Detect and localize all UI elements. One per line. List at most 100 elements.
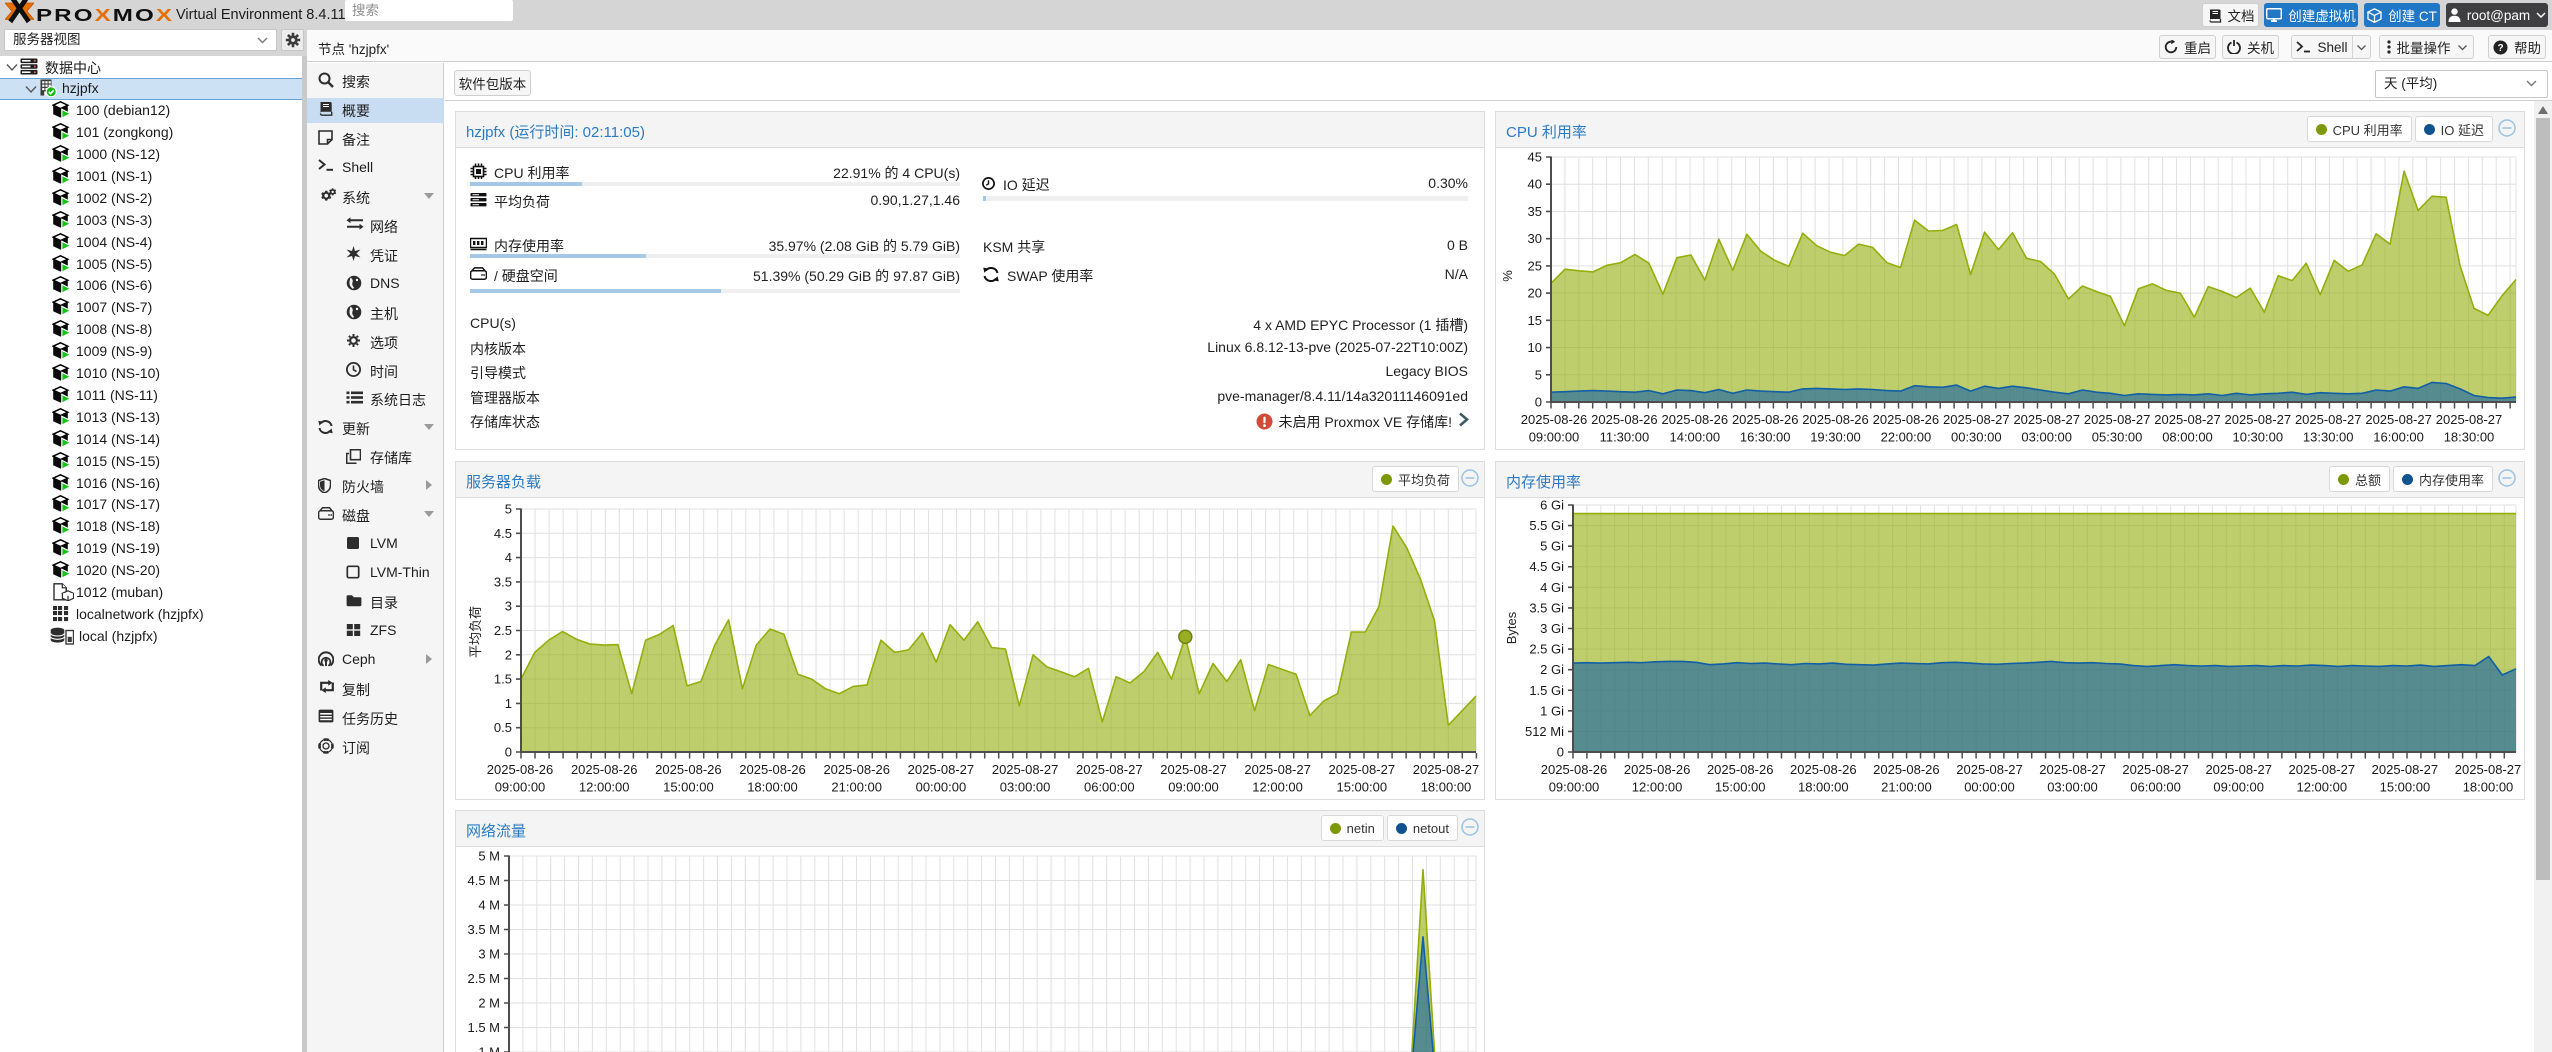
svg-text:3: 3: [505, 599, 512, 614]
svg-text:15:00:00: 15:00:00: [663, 780, 714, 795]
svg-text:09:00:00: 09:00:00: [1529, 430, 1580, 445]
svg-text:3.5 M: 3.5 M: [467, 922, 500, 937]
svg-text:2025-08-26: 2025-08-26: [1732, 412, 1799, 427]
svg-text:5 Gi: 5 Gi: [1540, 539, 1564, 554]
svg-text:15:00:00: 15:00:00: [1715, 780, 1766, 795]
svg-text:03:00:00: 03:00:00: [2047, 780, 2098, 795]
svg-text:2025-08-26: 2025-08-26: [1790, 762, 1857, 777]
svg-text:2025-08-27: 2025-08-27: [1244, 762, 1311, 777]
svg-text:12:00:00: 12:00:00: [1632, 780, 1683, 795]
svg-text:4 Gi: 4 Gi: [1540, 580, 1564, 595]
svg-text:2025-08-26: 2025-08-26: [1541, 762, 1608, 777]
svg-text:2025-08-27: 2025-08-27: [992, 762, 1059, 777]
svg-text:00:00:00: 00:00:00: [916, 780, 967, 795]
svg-text:15: 15: [1528, 313, 1542, 328]
svg-text:2025-08-26: 2025-08-26: [655, 762, 722, 777]
svg-text:2025-08-26: 2025-08-26: [571, 762, 638, 777]
svg-text:20: 20: [1528, 286, 1542, 301]
svg-text:06:00:00: 06:00:00: [2130, 780, 2181, 795]
svg-text:15:00:00: 15:00:00: [2380, 780, 2431, 795]
svg-text:08:00:00: 08:00:00: [2162, 430, 2213, 445]
svg-text:40: 40: [1528, 177, 1542, 192]
svg-text:2025-08-27: 2025-08-27: [2289, 762, 2356, 777]
svg-text:14:00:00: 14:00:00: [1669, 430, 1720, 445]
svg-text:2025-08-27: 2025-08-27: [2039, 762, 2106, 777]
svg-text:10:30:00: 10:30:00: [2232, 430, 2283, 445]
svg-text:00:30:00: 00:30:00: [1951, 430, 2002, 445]
svg-text:2025-08-26: 2025-08-26: [1591, 412, 1658, 427]
svg-text:15:00:00: 15:00:00: [1336, 780, 1387, 795]
svg-text:2025-08-27: 2025-08-27: [2295, 412, 2362, 427]
svg-text:03:00:00: 03:00:00: [2021, 430, 2072, 445]
svg-text:2025-08-27: 2025-08-27: [1413, 762, 1480, 777]
svg-text:2025-08-27: 2025-08-27: [2365, 412, 2432, 427]
svg-text:09:00:00: 09:00:00: [495, 780, 546, 795]
svg-text:1 M: 1 M: [478, 1045, 500, 1052]
svg-text:2025-08-27: 2025-08-27: [2455, 762, 2522, 777]
svg-text:2025-08-27: 2025-08-27: [1160, 762, 1227, 777]
svg-text:%: %: [1500, 270, 1515, 282]
svg-text:05:30:00: 05:30:00: [2092, 430, 2143, 445]
svg-text:18:00:00: 18:00:00: [1798, 780, 1849, 795]
svg-text:?: ?: [2497, 43, 2503, 54]
svg-text:2025-08-27: 2025-08-27: [2154, 412, 2221, 427]
svg-text:4: 4: [505, 550, 512, 565]
svg-text:21:00:00: 21:00:00: [831, 780, 882, 795]
svg-text:12:00:00: 12:00:00: [579, 780, 630, 795]
svg-text:12:00:00: 12:00:00: [2296, 780, 2347, 795]
svg-text:18:00:00: 18:00:00: [2463, 780, 2514, 795]
svg-text:2025-08-27: 2025-08-27: [2122, 762, 2189, 777]
svg-text:45: 45: [1528, 150, 1542, 165]
svg-text:1.5 M: 1.5 M: [467, 1020, 500, 1035]
svg-text:2025-08-26: 2025-08-26: [823, 762, 890, 777]
svg-text:09:00:00: 09:00:00: [2213, 780, 2264, 795]
svg-text:18:00:00: 18:00:00: [1421, 780, 1472, 795]
svg-text:35: 35: [1528, 204, 1542, 219]
svg-text:5.5 Gi: 5.5 Gi: [1529, 518, 1564, 533]
svg-text:0: 0: [1557, 745, 1564, 760]
svg-text:2025-08-26: 2025-08-26: [1873, 762, 1940, 777]
svg-text:11:30:00: 11:30:00: [1600, 430, 1650, 445]
svg-text:00:00:00: 00:00:00: [1964, 780, 2015, 795]
svg-text:09:00:00: 09:00:00: [1549, 780, 1600, 795]
svg-text:2025-08-27: 2025-08-27: [2372, 762, 2439, 777]
svg-text:1.5 Gi: 1.5 Gi: [1529, 683, 1564, 698]
svg-text:2025-08-27: 2025-08-27: [908, 762, 975, 777]
svg-text:0.5: 0.5: [494, 720, 512, 735]
svg-text:18:30:00: 18:30:00: [2444, 430, 2495, 445]
svg-text:4.5 M: 4.5 M: [467, 873, 500, 888]
svg-text:平均负荷: 平均负荷: [468, 606, 483, 658]
svg-text:1 Gi: 1 Gi: [1540, 703, 1564, 718]
svg-text:3.5 Gi: 3.5 Gi: [1529, 600, 1564, 615]
svg-text:25: 25: [1528, 258, 1542, 273]
svg-text:2025-08-27: 2025-08-27: [2084, 412, 2151, 427]
svg-text:2.5: 2.5: [494, 623, 512, 638]
svg-text:09:00:00: 09:00:00: [1168, 780, 1219, 795]
svg-text:30: 30: [1528, 231, 1542, 246]
svg-text:2025-08-27: 2025-08-27: [1956, 762, 2023, 777]
svg-text:3.5: 3.5: [494, 574, 512, 589]
svg-text:2025-08-27: 2025-08-27: [1943, 412, 2010, 427]
svg-text:10: 10: [1528, 340, 1542, 355]
svg-text:0: 0: [505, 745, 512, 760]
svg-text:2.5 M: 2.5 M: [467, 971, 500, 986]
svg-text:2025-08-26: 2025-08-26: [487, 762, 554, 777]
svg-text:13:30:00: 13:30:00: [2303, 430, 2354, 445]
svg-text:2025-08-27: 2025-08-27: [2013, 412, 2080, 427]
svg-text:Bytes: Bytes: [1504, 611, 1519, 644]
svg-text:2: 2: [505, 647, 512, 662]
svg-text:16:00:00: 16:00:00: [2373, 430, 2424, 445]
svg-text:2 Gi: 2 Gi: [1540, 662, 1564, 677]
svg-text:1.5: 1.5: [494, 672, 512, 687]
svg-text:2025-08-27: 2025-08-27: [2436, 412, 2503, 427]
svg-text:4.5: 4.5: [494, 526, 512, 541]
svg-text:2.5 Gi: 2.5 Gi: [1529, 642, 1564, 657]
svg-text:5 M: 5 M: [478, 849, 500, 864]
svg-text:1: 1: [505, 696, 512, 711]
svg-text:4.5 Gi: 4.5 Gi: [1529, 559, 1564, 574]
svg-text:4 M: 4 M: [478, 898, 500, 913]
svg-text:21:00:00: 21:00:00: [1881, 780, 1932, 795]
svg-text:0: 0: [1535, 395, 1542, 410]
svg-text:2025-08-27: 2025-08-27: [2225, 412, 2292, 427]
svg-text:5: 5: [505, 502, 512, 517]
